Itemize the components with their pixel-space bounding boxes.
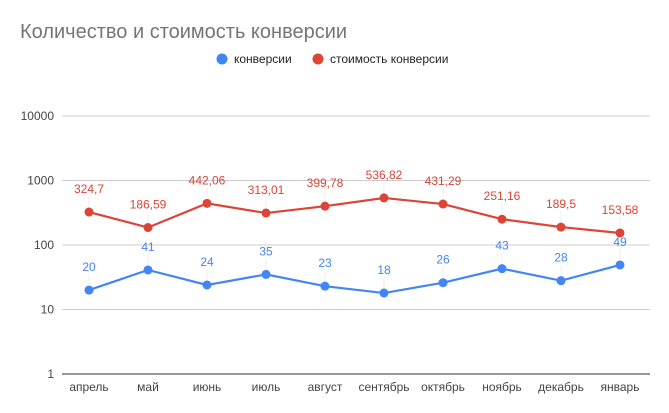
data-point[interactable] <box>84 207 94 217</box>
x-tick-label: август <box>308 380 343 394</box>
data-label: 189,5 <box>546 197 576 211</box>
x-tick-label: июнь <box>193 380 222 394</box>
x-tick-label: декабрь <box>538 380 584 394</box>
data-point[interactable] <box>615 260 625 270</box>
series-conversions: 20 41 24 35 23 18 26 43 28 49 <box>82 235 627 298</box>
data-label: 431,29 <box>425 174 462 188</box>
legend-label: конверсии <box>234 52 292 66</box>
chart-title: Количество и стоимость конверсии <box>20 21 347 43</box>
gridlines <box>62 115 650 375</box>
data-label: 399,78 <box>307 176 344 190</box>
x-tick-label: апрель <box>69 380 108 394</box>
data-point[interactable] <box>497 264 507 274</box>
data-point[interactable] <box>438 199 448 209</box>
data-point[interactable] <box>497 214 507 224</box>
data-label: 536,82 <box>366 168 403 182</box>
data-label: 35 <box>259 244 273 258</box>
legend: конверсии стоимость конверсии <box>216 52 449 66</box>
data-point[interactable] <box>202 198 212 208</box>
x-tick-label: октябрь <box>421 380 465 394</box>
data-point[interactable] <box>84 285 94 295</box>
data-label: 18 <box>377 263 391 277</box>
data-point[interactable] <box>556 222 566 232</box>
legend-label: стоимость конверсии <box>330 52 448 66</box>
data-point[interactable] <box>379 193 389 203</box>
data-label: 49 <box>613 235 627 249</box>
data-point[interactable] <box>615 228 625 238</box>
x-tick-label: июль <box>252 380 281 394</box>
data-label: 23 <box>318 256 332 270</box>
data-label: 26 <box>436 253 450 267</box>
data-label: 153,58 <box>602 203 639 217</box>
data-label: 313,01 <box>248 183 285 197</box>
data-label: 43 <box>495 239 509 253</box>
data-point[interactable] <box>320 281 330 291</box>
data-label: 24 <box>200 255 214 269</box>
data-point[interactable] <box>261 269 271 279</box>
data-point[interactable] <box>143 265 153 275</box>
y-tick-label: 100 <box>34 238 54 252</box>
data-point[interactable] <box>202 280 212 290</box>
x-tick-label: январь <box>601 380 640 394</box>
y-tick-label: 1000 <box>27 174 54 188</box>
series-line <box>88 196 621 235</box>
x-tick-label: май <box>137 380 159 394</box>
y-tick-label: 10000 <box>21 109 55 123</box>
series: 20 41 24 35 23 18 26 43 28 49 324,7 186,59 442,06 313… <box>74 168 639 298</box>
data-label: 442,06 <box>189 173 226 187</box>
data-point[interactable] <box>438 278 448 288</box>
series-line <box>88 263 621 295</box>
series-cost: 324,7 186,59 442,06 313,01 399,78 536,82 431,2… <box>74 168 639 238</box>
data-label: 251,16 <box>484 189 521 203</box>
x-tick-label: сентябрь <box>358 380 409 394</box>
data-label: 28 <box>554 251 568 265</box>
x-tick-label: ноябрь <box>482 380 522 394</box>
data-point[interactable] <box>143 223 153 233</box>
data-label: 41 <box>141 240 155 254</box>
data-label: 186,59 <box>130 198 167 212</box>
x-axis-ticks: апрель май июнь июль август сентябрь октябрь но… <box>69 380 639 394</box>
legend-item[interactable]: конверсии <box>216 52 292 66</box>
data-label: 20 <box>82 260 96 274</box>
y-tick-label: 1 <box>47 367 54 381</box>
data-point[interactable] <box>379 288 389 298</box>
data-point[interactable] <box>320 201 330 211</box>
data-label: 324,7 <box>74 182 104 196</box>
data-point[interactable] <box>261 208 271 218</box>
legend-marker <box>312 53 324 65</box>
y-tick-label: 10 <box>41 303 55 317</box>
data-point[interactable] <box>556 276 566 286</box>
y-axis-ticks: 1 10 100 1000 10000 <box>21 109 55 381</box>
legend-marker <box>216 53 228 65</box>
legend-item[interactable]: стоимость конверсии <box>312 52 449 66</box>
